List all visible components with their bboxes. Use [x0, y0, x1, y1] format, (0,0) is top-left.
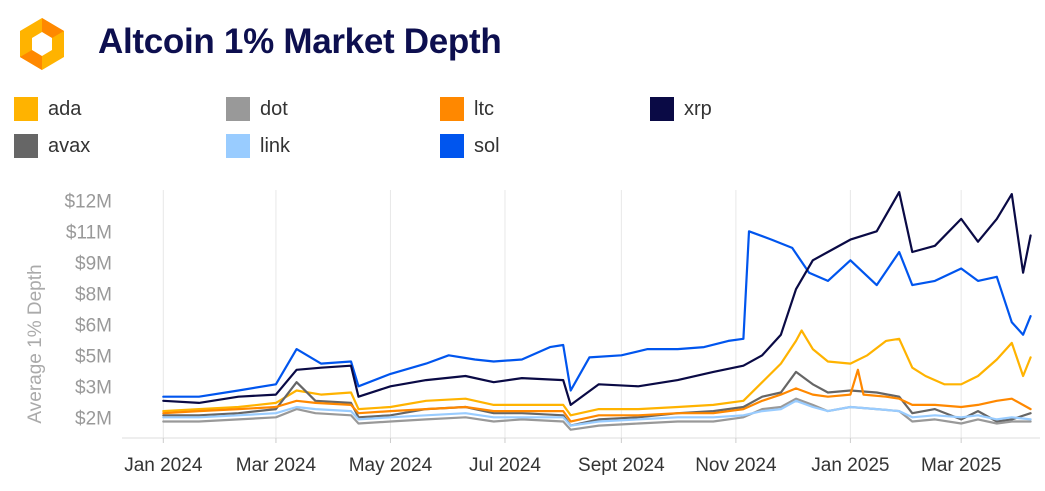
legend-item-ada: ada	[14, 96, 81, 122]
legend-item-link: link	[226, 133, 290, 159]
series-line-ada	[162, 329, 1032, 417]
legend-swatch-ltc	[440, 97, 464, 121]
x-tick-label: Sept 2024	[578, 455, 665, 476]
legend-swatch-ada	[14, 97, 38, 121]
legend-label-sol: sol	[474, 134, 500, 157]
y-tick-label: $12M	[64, 191, 112, 212]
series-line-link	[162, 399, 1032, 427]
chart-legend: ada avax dot link ltc sol xrp	[14, 96, 774, 160]
series-line-sol	[162, 230, 1032, 398]
x-tick-label: Jan 2024	[124, 455, 203, 476]
y-tick-label: $9M	[75, 253, 112, 274]
legend-item-sol: sol	[440, 133, 500, 159]
series-line-xrp	[162, 191, 1032, 406]
x-tick-label: Mar 2024	[236, 455, 317, 476]
y-tick-label: $2M	[75, 408, 112, 429]
legend-label-ltc: ltc	[474, 97, 494, 120]
y-tick-label: $6M	[75, 315, 112, 336]
legend-item-dot: dot	[226, 96, 288, 122]
legend-swatch-link	[226, 134, 250, 158]
legend-item-xrp: xrp	[650, 96, 712, 122]
line-chart: $2M $3M $5M $6M $8M $9M $11M $12M Jan 2024 Mar 20…	[25, 190, 1040, 476]
legend-swatch-dot	[226, 97, 250, 121]
legend-label-ada: ada	[48, 97, 82, 120]
x-tick-label: Jul 2024	[469, 455, 541, 476]
legend-label-dot: dot	[260, 97, 288, 120]
legend-label-xrp: xrp	[684, 97, 712, 120]
x-tick-label: Nov 2024	[695, 455, 777, 476]
x-tick-label: Mar 2025	[921, 455, 1001, 476]
legend-swatch-xrp	[650, 97, 674, 121]
y-axis-title: Average 1% Depth	[25, 264, 46, 423]
legend-label-link: link	[260, 134, 291, 157]
series-line-dot	[162, 397, 1032, 431]
x-tick-label: May 2024	[349, 455, 433, 476]
x-tick-label: Jan 2025	[811, 455, 889, 476]
series-line-ltc	[162, 368, 1032, 423]
y-tick-label: $5M	[75, 346, 112, 367]
y-tick-label: $11M	[66, 222, 112, 243]
y-tick-label: $8M	[75, 284, 112, 305]
kaiko-logo-icon	[12, 18, 72, 70]
legend-swatch-avax	[14, 134, 38, 158]
legend-item-ltc: ltc	[440, 96, 494, 122]
legend-item-avax: avax	[14, 133, 90, 159]
y-tick-label: $3M	[75, 377, 112, 398]
legend-swatch-sol	[440, 134, 464, 158]
legend-label-avax: avax	[48, 134, 91, 157]
page-title: Altcoin 1% Market Depth	[98, 22, 502, 61]
